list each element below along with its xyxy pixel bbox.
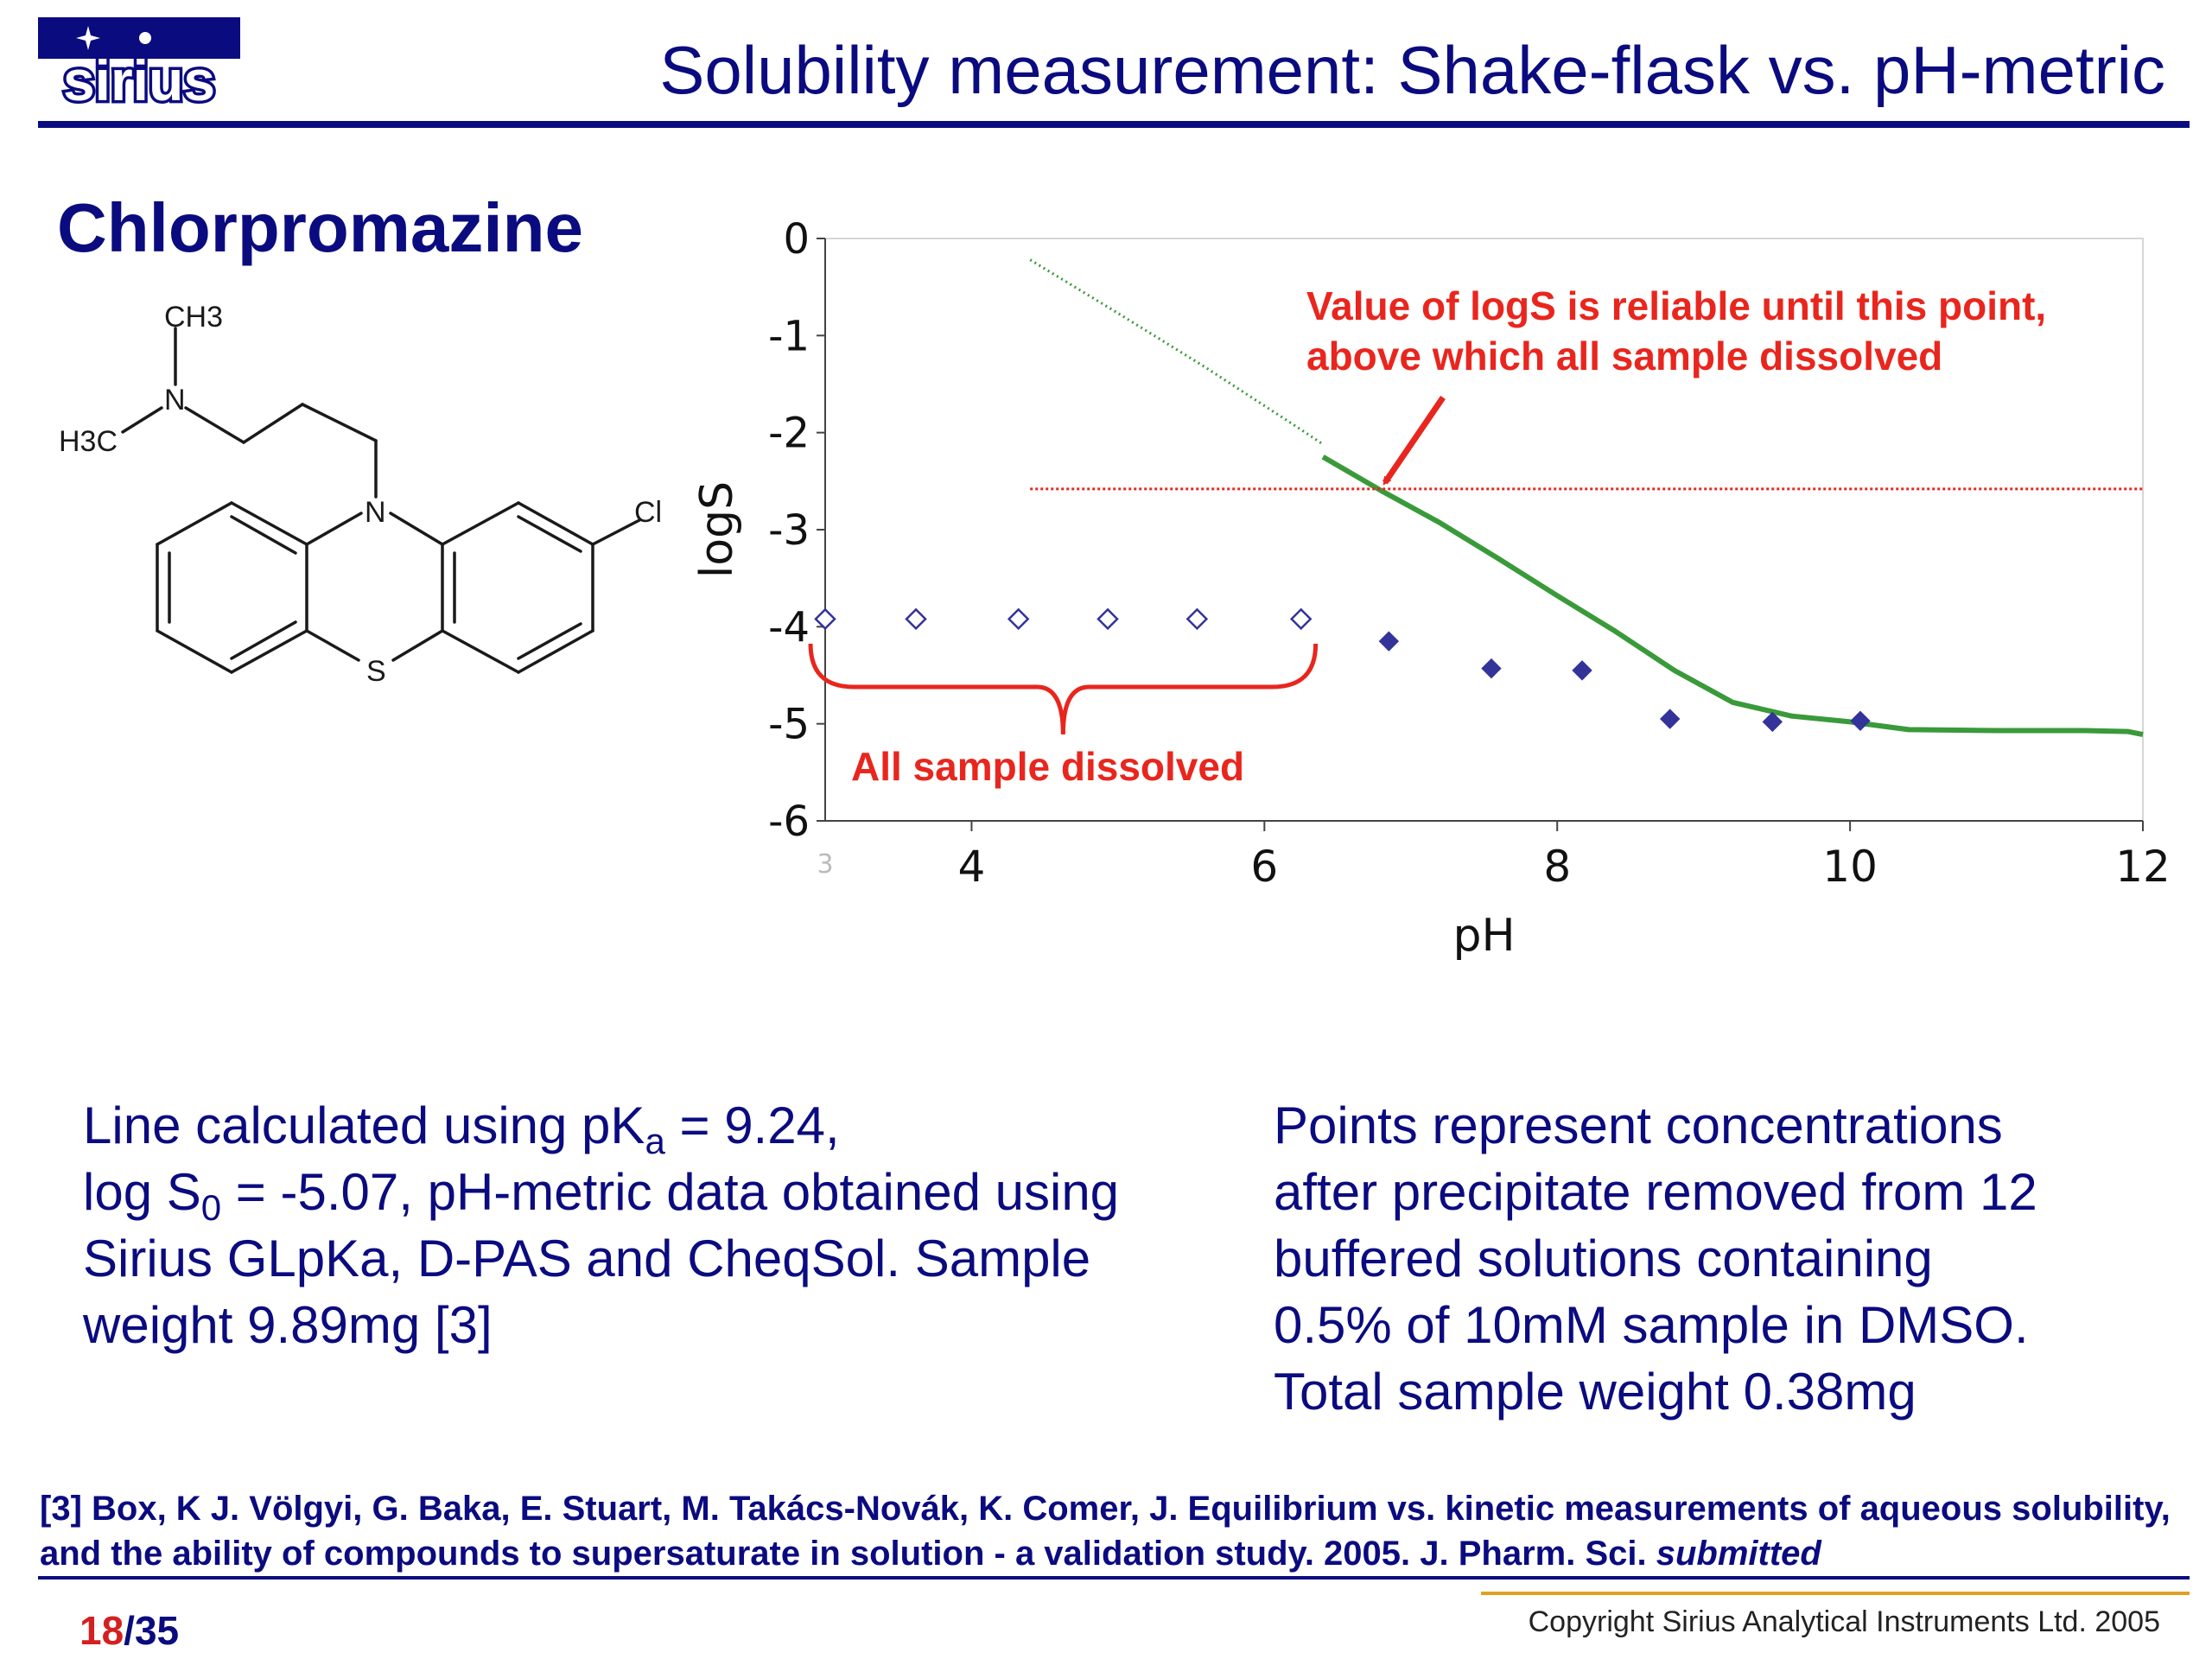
x-tick-label-faint: 3 xyxy=(817,849,833,880)
total-pages: /35 xyxy=(124,1608,180,1653)
caption-left-line: Sirius GLpKa, D-PAS and CheqSol. Sample xyxy=(83,1225,1275,1292)
ring-nitrogen-label: N xyxy=(365,496,386,529)
extrapolated-solubility-line xyxy=(1029,258,1324,446)
chlorpromazine-structure: CH3 N H3C N S Cl xyxy=(59,301,662,688)
amine-nitrogen-label: N xyxy=(164,384,186,416)
page-number: 18/35 xyxy=(79,1607,179,1654)
compound-name: Chlorpromazine xyxy=(57,189,583,266)
chlorine-label: Cl xyxy=(634,496,662,529)
y-tick-label: 0 xyxy=(783,215,810,264)
dissolved-annotation: All sample dissolved xyxy=(851,744,1244,789)
caption-text: = -5.07, pH-metric data obtained using xyxy=(221,1163,1120,1221)
x-axis-label: pH xyxy=(1452,910,1515,962)
y-tick-label: -3 xyxy=(768,506,810,555)
current-page: 18 xyxy=(79,1608,124,1653)
y-tick-label: -2 xyxy=(768,410,810,458)
h3c-label: H3C xyxy=(59,425,118,458)
reference-status: submitted xyxy=(1656,1535,1821,1573)
dissolved-range-brace xyxy=(808,643,1319,735)
reliability-arrow xyxy=(1382,396,1446,486)
x-tick-label: 12 xyxy=(2115,842,2171,892)
caption-subscript: a xyxy=(645,1121,665,1161)
slide-title: Solubility measurement: Shake-flask vs. … xyxy=(659,32,2165,108)
filled-diamond-point xyxy=(1762,711,1783,733)
open-diamond-point xyxy=(814,607,836,631)
caption-left-line: log S0 = -5.07, pH-metric data obtained … xyxy=(83,1159,1275,1228)
y-tick-label: -1 xyxy=(768,312,810,360)
open-diamond-point xyxy=(1185,607,1209,631)
open-diamond-point xyxy=(1289,607,1313,631)
filled-diamond-point xyxy=(1481,658,1502,679)
title-divider xyxy=(38,121,2190,128)
reliability-annotation-line: above which all sample dissolved xyxy=(1306,334,1942,378)
x-tick-label: 8 xyxy=(1543,842,1571,892)
caption-text: Sirius GLpKa, D-PAS and CheqSol. Sample xyxy=(83,1230,1091,1287)
sulfur-label: S xyxy=(366,655,386,688)
caption-right-line: after precipitate removed from 12 xyxy=(1274,1163,2037,1221)
x-tick-label: 10 xyxy=(1822,842,1878,892)
open-diamond-point xyxy=(1007,607,1030,631)
solubility-chart: 0 -1 -2 -3 -4 -5 -6 4 6 8 10 12 3 pH logS Value of log… xyxy=(691,215,2171,962)
caption-right-line: 0.5% of 10mM sample in DMSO. xyxy=(1274,1296,2029,1354)
caption-left-line: weight 9.89mg [3] xyxy=(83,1292,1275,1358)
reference-citation: [3] Box, K J. Völgyi, G. Baka, E. Stuart… xyxy=(40,1486,2174,1576)
calculated-solubility-line xyxy=(1321,454,2144,737)
points-caption: Points represent concentrations after pre… xyxy=(1274,1092,2155,1425)
footer-accent-line xyxy=(1481,1592,2190,1595)
x-tick-label: 4 xyxy=(958,842,986,892)
x-tick-label: 6 xyxy=(1250,842,1278,892)
y-tick-label: -5 xyxy=(768,701,810,749)
caption-text: Line calculated using pK xyxy=(83,1096,645,1154)
caption-right-line: Points represent concentrations xyxy=(1274,1096,2003,1154)
reliability-annotation: Value of logS is reliable until this poi… xyxy=(1306,283,2046,378)
sirius-logo: sirius xyxy=(38,17,240,104)
caption-text: log S xyxy=(83,1163,201,1221)
caption-subscript: 0 xyxy=(200,1187,222,1228)
caption-right-line: Total sample weight 0.38mg xyxy=(1274,1363,1916,1421)
copyright-notice: Copyright Sirius Analytical Instruments … xyxy=(1528,1605,2160,1638)
caption-text: weight 9.89mg [3] xyxy=(83,1296,493,1354)
y-axis-label: logS xyxy=(691,481,743,578)
reference-text: [3] Box, K J. Völgyi, G. Baka, E. Stuart… xyxy=(40,1490,2171,1573)
filled-diamond-point xyxy=(1659,709,1681,729)
y-tick-label: -4 xyxy=(768,603,810,652)
ch3-label: CH3 xyxy=(164,301,223,334)
caption-left-line: Line calculated using pKa = 9.24, xyxy=(83,1092,1275,1161)
calculation-caption: Line calculated using pKa = 9.24, log S0 … xyxy=(83,1092,1275,1358)
filled-diamond-point xyxy=(1572,660,1592,681)
y-tick-label: -6 xyxy=(768,798,810,846)
caption-right-line: buffered solutions containing xyxy=(1274,1230,1933,1287)
caption-text: = 9.24, xyxy=(664,1096,840,1154)
open-diamond-point xyxy=(905,607,927,631)
filled-diamond-point xyxy=(1378,631,1400,652)
reliability-annotation-line: Value of logS is reliable until this poi… xyxy=(1306,283,2046,328)
filled-diamond-point xyxy=(1850,710,1871,732)
open-diamond-point xyxy=(1096,607,1119,631)
footer-divider xyxy=(38,1576,2190,1580)
svg-text:sirius: sirius xyxy=(63,48,215,104)
